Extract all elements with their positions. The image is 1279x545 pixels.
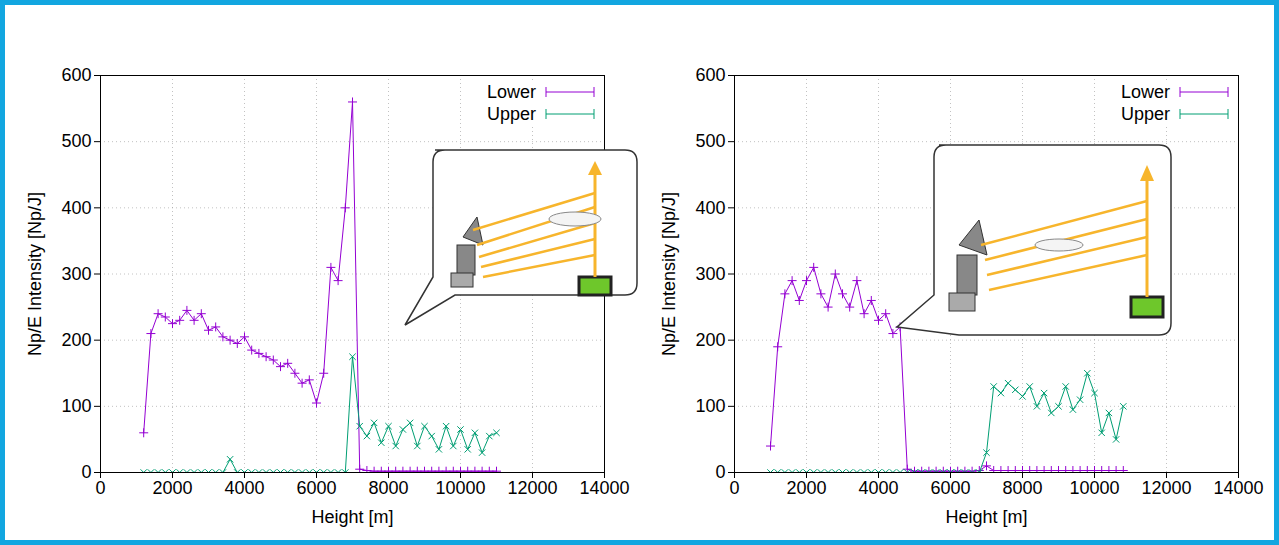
html-text:Upper: Upper [487,104,536,124]
svg-text:0: 0 [729,478,739,498]
svg-text:8000: 8000 [368,478,408,498]
svg-text:2000: 2000 [786,478,826,498]
svg-text:10000: 10000 [435,478,485,498]
svg-text:0: 0 [715,462,725,482]
svg-text:8000: 8000 [1002,478,1042,498]
svg-text:400: 400 [695,198,725,218]
svg-text:300: 300 [695,264,725,284]
svg-text:Np/E Intensity [Np/J]: Np/E Intensity [Np/J] [25,192,45,356]
html-text:Lower: Lower [487,82,536,102]
html-text:Lower: Lower [1121,82,1170,102]
svg-text:0: 0 [81,462,91,482]
svg-text:200: 200 [695,330,725,350]
svg-text:6000: 6000 [930,478,970,498]
svg-text:4000: 4000 [224,478,264,498]
svg-text:100: 100 [61,396,91,416]
html-text:Upper: Upper [1121,104,1170,124]
svg-text:500: 500 [61,131,91,151]
svg-text:600: 600 [61,65,91,85]
svg-text:14000: 14000 [579,478,629,498]
svg-text:12000: 12000 [1141,478,1191,498]
svg-text:14000: 14000 [1213,478,1263,498]
svg-text:0: 0 [95,478,105,498]
svg-text:600: 600 [695,65,725,85]
svg-text:400: 400 [61,198,91,218]
svg-text:100: 100 [695,396,725,416]
svg-text:300: 300 [61,264,91,284]
svg-text:500: 500 [695,131,725,151]
svg-text:200: 200 [61,330,91,350]
svg-text:4000: 4000 [858,478,898,498]
svg-text:10000: 10000 [1069,478,1119,498]
svg-text:2000: 2000 [152,478,192,498]
svg-text:12000: 12000 [507,478,557,498]
svg-text:Height [m]: Height [m] [311,507,393,527]
svg-text:6000: 6000 [296,478,336,498]
svg-text:Height [m]: Height [m] [945,507,1027,527]
svg-text:Np/E Intensity [Np/J]: Np/E Intensity [Np/J] [659,192,679,356]
